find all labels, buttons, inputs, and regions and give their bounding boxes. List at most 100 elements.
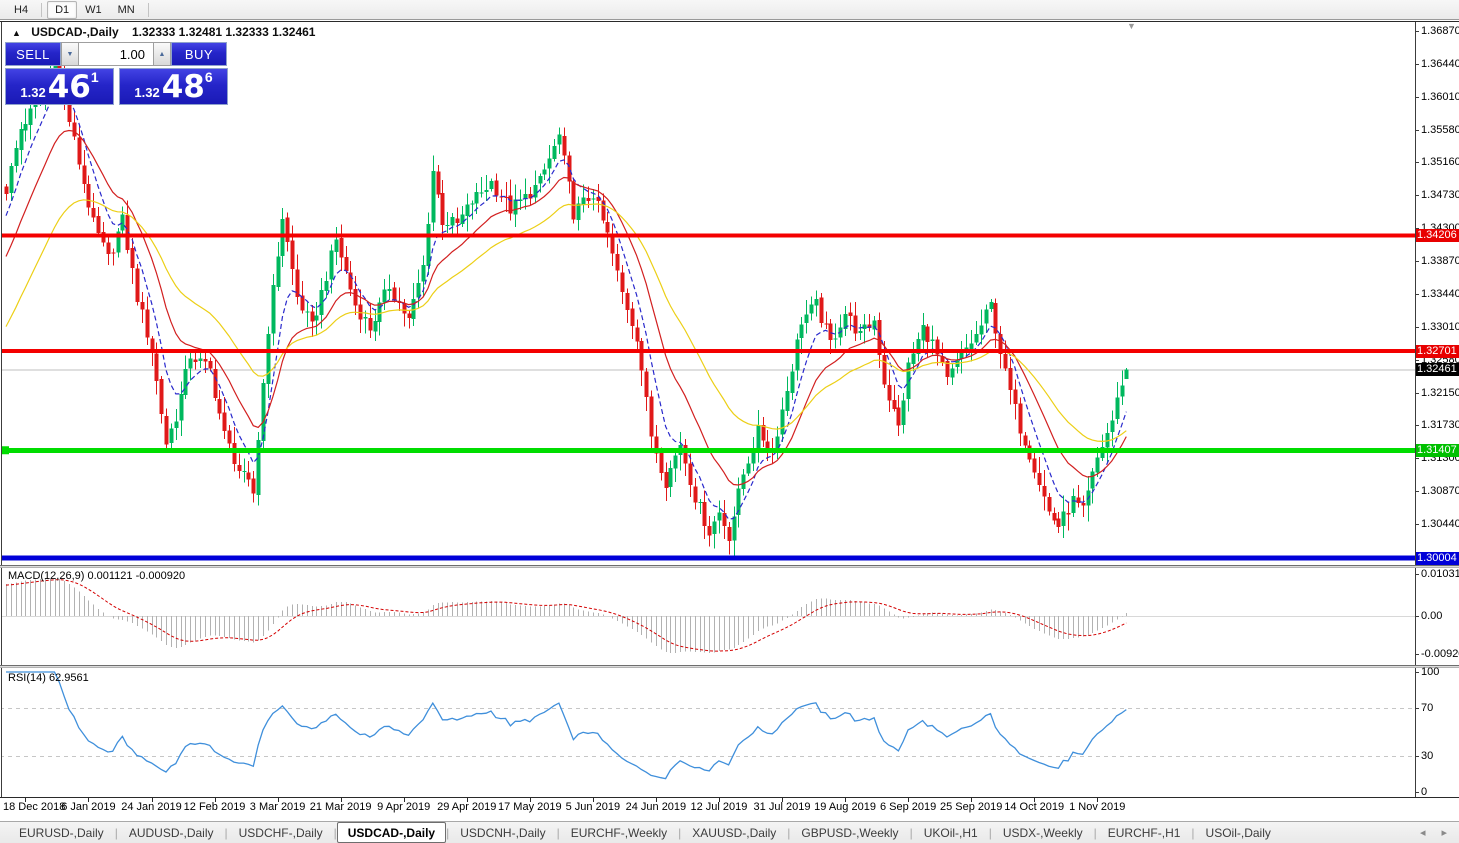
timeframe-button-d1[interactable]: D1: [47, 0, 78, 19]
ohlc-readout: 1.32333 1.32481 1.32333 1.32461: [131, 25, 316, 39]
time-axis-line: [0, 797, 1459, 798]
time-axis-tick: [1097, 797, 1099, 802]
macd-axis-tick: [1415, 616, 1419, 617]
chart-tab-usdcad[interactable]: USDCAD-,Daily: [336, 822, 447, 843]
moving-average-16: [5, 129, 1127, 486]
chart-tab-eurchf[interactable]: EURCHF-,Weekly: [570, 825, 668, 840]
toolbar-separator: [147, 2, 149, 17]
tab-separator: |: [446, 825, 450, 840]
price-axis-label: 1.32580: [1421, 354, 1459, 367]
chart-tab-eurchf[interactable]: EURCHF-,H1: [1107, 825, 1181, 840]
tab-scroll-right-icon[interactable]: ▸: [1441, 827, 1447, 839]
tab-separator: |: [988, 825, 992, 840]
time-axis-label: 14 Oct 2019: [1004, 801, 1065, 813]
time-axis-tick: [214, 797, 216, 802]
price-axis-tick: [1415, 327, 1419, 329]
level-drag-handle[interactable]: [1, 446, 9, 455]
time-axis-label: 3 Mar 2019: [249, 801, 306, 813]
rsi-label: RSI(14) 62.9561: [8, 672, 89, 684]
tab-separator: |: [1191, 825, 1195, 840]
macd-pane-splitter[interactable]: [0, 565, 1459, 568]
price-tag-134206: 1.34206: [1416, 229, 1459, 243]
volume-increase-icon[interactable]: ▲: [153, 42, 171, 66]
time-axis-label: 12 Feb 2019: [183, 801, 246, 813]
time-axis-tick: [592, 797, 594, 802]
rsi-axis-label: 70: [1421, 702, 1434, 714]
price-axis-tick: [1415, 64, 1419, 65]
time-axis-tick: [782, 797, 783, 802]
price-axis-label: 1.35160: [1421, 156, 1459, 169]
time-axis-label: 24 Jun 2019: [625, 801, 687, 813]
tab-separator: |: [114, 825, 118, 840]
price-axis-tick: [1415, 130, 1419, 131]
tab-separator: |: [1093, 825, 1097, 840]
price-axis-tick: [1415, 458, 1419, 460]
time-axis-label: 5 Jun 2019: [565, 801, 621, 813]
tab-separator: |: [224, 825, 228, 840]
collapse-arrow-icon[interactable]: ▲: [12, 28, 21, 38]
chart-tab-bar: EURUSD-,Daily | AUDUSD-,Daily | USDCHF-,Dail…: [0, 821, 1459, 843]
chart-tab-gbpusd[interactable]: GBPUSD-,Weekly: [801, 825, 899, 840]
buy-button[interactable]: BUY: [171, 42, 227, 66]
macd-axis-label: 0.010311: [1421, 567, 1459, 580]
chart-tab-usdx[interactable]: USDX-,Weekly: [1002, 825, 1083, 840]
price-axis-tick: [1415, 261, 1419, 263]
buy-price-point: 6: [204, 69, 213, 85]
sell-button[interactable]: SELL: [5, 42, 61, 66]
price-axis-label: 1.33870: [1421, 255, 1459, 268]
price-tag-131407: 1.31407: [1416, 444, 1459, 458]
time-axis-label: 31 Jul 2019: [753, 801, 811, 813]
time-axis-tick: [908, 797, 910, 802]
time-axis-tick: [340, 797, 342, 802]
time-axis-label: 25 Sep 2019: [939, 801, 1003, 813]
chart-tab-xauusd[interactable]: XAUUSD-,Daily: [692, 825, 777, 840]
time-axis-label: 21 Mar 2019: [309, 801, 372, 813]
rsi-pane-splitter[interactable]: [0, 665, 1459, 668]
time-axis-label: 24 Jan 2019: [121, 801, 182, 813]
time-axis-tick: [718, 797, 720, 802]
rsi-axis-tick: [1415, 756, 1419, 757]
macd-axis-label: -0.00920: [1421, 647, 1459, 660]
price-axis-tick: [1415, 31, 1419, 32]
chart-tab-audusd[interactable]: AUDUSD-,Daily: [128, 825, 214, 840]
tab-scroll-left-icon[interactable]: ◂: [1419, 827, 1426, 839]
moving-average-34: [5, 199, 1127, 443]
time-axis-tick: [845, 797, 847, 802]
one-click-trade-panel: SELL ▼ 1.00 ▲ BUY 1.32 46 1 1.32 48 6: [5, 42, 229, 105]
rsi-axis-tick: [1415, 708, 1419, 709]
tab-separator: |: [678, 825, 682, 840]
chart-left-border: [1, 22, 2, 797]
time-axis-tick: [88, 797, 90, 802]
chart-tab-usdchf[interactable]: USDCHF-,Daily: [238, 825, 323, 840]
volume-decrease-icon[interactable]: ▼: [61, 42, 79, 66]
chart-tab-usoil[interactable]: USOil-,Daily: [1205, 825, 1271, 840]
tab-separator: |: [909, 825, 913, 840]
price-axis-label: 1.34300: [1421, 222, 1459, 235]
volume-stepper: ▼ 1.00 ▲: [61, 42, 171, 66]
rsi-line: [6, 671, 1127, 780]
macd-axis-tick: [1415, 653, 1419, 655]
time-axis-tick: [971, 797, 973, 802]
price-axis-label: 1.36870: [1421, 25, 1459, 37]
timeframe-button-w1[interactable]: W1: [85, 3, 102, 16]
price-axis-tick: [1415, 294, 1419, 296]
chart-tab-usdcnh[interactable]: USDCNH-,Daily: [460, 825, 546, 840]
rsi-axis-label: 0: [1421, 786, 1428, 798]
symbol-name: USDCAD-,Daily: [31, 25, 119, 39]
time-axis-tick: [466, 797, 468, 802]
price-axis-label: 1.31300: [1421, 452, 1459, 465]
tab-separator: |: [333, 825, 337, 840]
buy-price-button[interactable]: 1.32 48 6: [119, 68, 228, 105]
volume-input[interactable]: 1.00: [79, 42, 153, 66]
price-tag-132461: 1.32461: [1416, 363, 1459, 377]
price-tag-132701: 1.32701: [1416, 344, 1459, 358]
rsi-axis-label: 100: [1421, 666, 1440, 678]
macd-axis-label: 0.00: [1421, 610, 1443, 622]
chart-tab-eurusd[interactable]: EURUSD-,Daily: [19, 825, 104, 840]
price-tag-130004: 1.30004: [1416, 551, 1459, 565]
timeframe-button-mn[interactable]: MN: [117, 3, 135, 16]
chart-tab-ukoil[interactable]: UKOil-,H1: [923, 825, 978, 840]
timeframe-button-h4[interactable]: H4: [14, 3, 29, 16]
sell-price-button[interactable]: 1.32 46 1: [5, 68, 114, 105]
